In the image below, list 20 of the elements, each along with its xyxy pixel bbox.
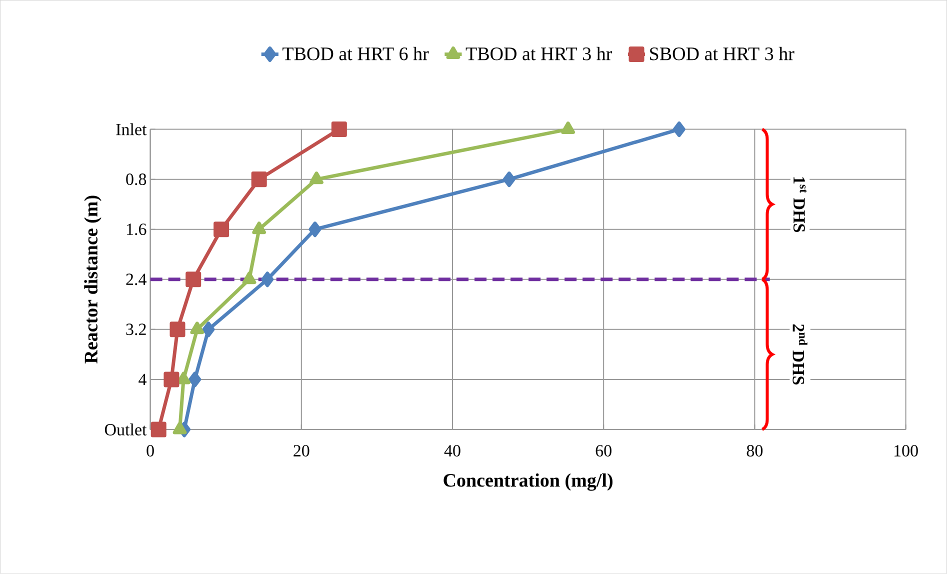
y-axis-title: Reactor distance (m)	[84, 196, 102, 364]
x-tick-label: 60	[596, 445, 612, 457]
x-tick-label: 80	[746, 445, 763, 457]
y-tick-label: 4	[138, 374, 146, 386]
legend-label: SBOD at HRT 3 hr	[650, 47, 794, 60]
x-tick-label: 0	[146, 445, 154, 457]
annotation: 1$^{st}$ DHS	[793, 177, 807, 232]
x-axis-title: Concentration (mg/l)	[444, 473, 612, 491]
y-tick-label: 3.2	[126, 324, 146, 336]
y-tick-label: 0.8	[126, 174, 146, 186]
y-tick-label: Outlet	[104, 424, 147, 436]
annotation: 2$^{nd}$ DHS	[792, 324, 808, 385]
x-tick-label: 100	[894, 445, 918, 457]
x-tick-label: 20	[294, 445, 310, 457]
y-tick-label: 1.6	[126, 224, 146, 236]
y-tick-label: 2.4	[126, 274, 146, 286]
x-tick-label: 40	[444, 445, 460, 457]
legend-label: TBOD at HRT 3 hr	[466, 47, 612, 60]
legend-label: TBOD at HRT 6 hr	[282, 47, 429, 60]
y-tick-label: Inlet	[116, 123, 147, 136]
